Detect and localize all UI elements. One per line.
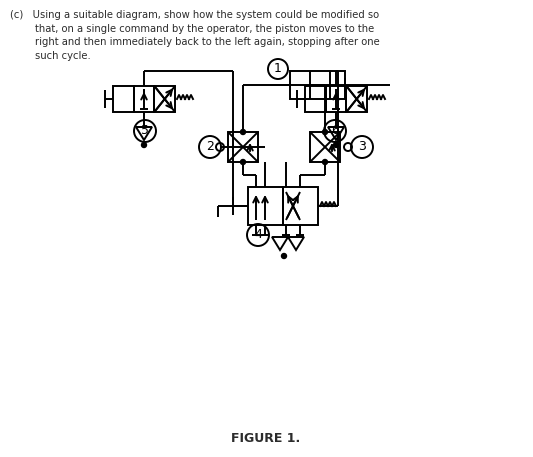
Circle shape	[141, 143, 147, 148]
Circle shape	[322, 159, 327, 165]
Text: 2: 2	[206, 140, 214, 154]
Bar	[305, 86, 326, 112]
Text: 6: 6	[331, 124, 339, 138]
Bar	[283, 187, 318, 225]
Bar	[155, 86, 175, 112]
Text: 4: 4	[254, 228, 262, 241]
Circle shape	[322, 129, 327, 134]
Circle shape	[281, 254, 287, 259]
Bar	[310, 132, 340, 162]
Text: 3: 3	[358, 140, 366, 154]
Bar	[248, 187, 283, 225]
Bar	[134, 86, 155, 112]
Bar	[290, 71, 345, 99]
Bar	[113, 86, 134, 112]
Text: FIGURE 1.: FIGURE 1.	[231, 432, 301, 445]
Text: (c)   Using a suitable diagram, show how the system could be modified so
       : (c) Using a suitable diagram, show how t…	[10, 10, 379, 61]
Circle shape	[334, 143, 338, 148]
Bar	[228, 132, 258, 162]
Circle shape	[240, 159, 246, 165]
Bar	[346, 86, 367, 112]
Circle shape	[240, 129, 246, 134]
Text: 5: 5	[141, 124, 149, 138]
Bar	[326, 86, 346, 112]
Text: 1: 1	[274, 63, 282, 75]
